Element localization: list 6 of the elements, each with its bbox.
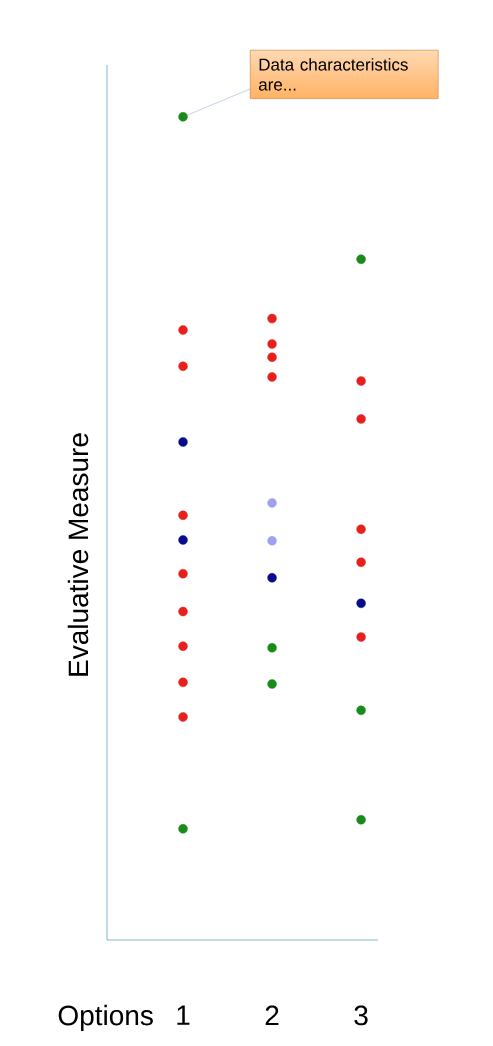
annotation: Data characteristics are... bbox=[258, 58, 408, 91]
x-tick-label: 3 bbox=[354, 1005, 368, 1026]
x-tick-label: 2 bbox=[265, 1005, 279, 1026]
x-axis-title: Options bbox=[58, 1004, 153, 1031]
y-axis-title: Evaluative Measure bbox=[67, 433, 89, 676]
x-tick-label: 1 bbox=[177, 1005, 190, 1025]
